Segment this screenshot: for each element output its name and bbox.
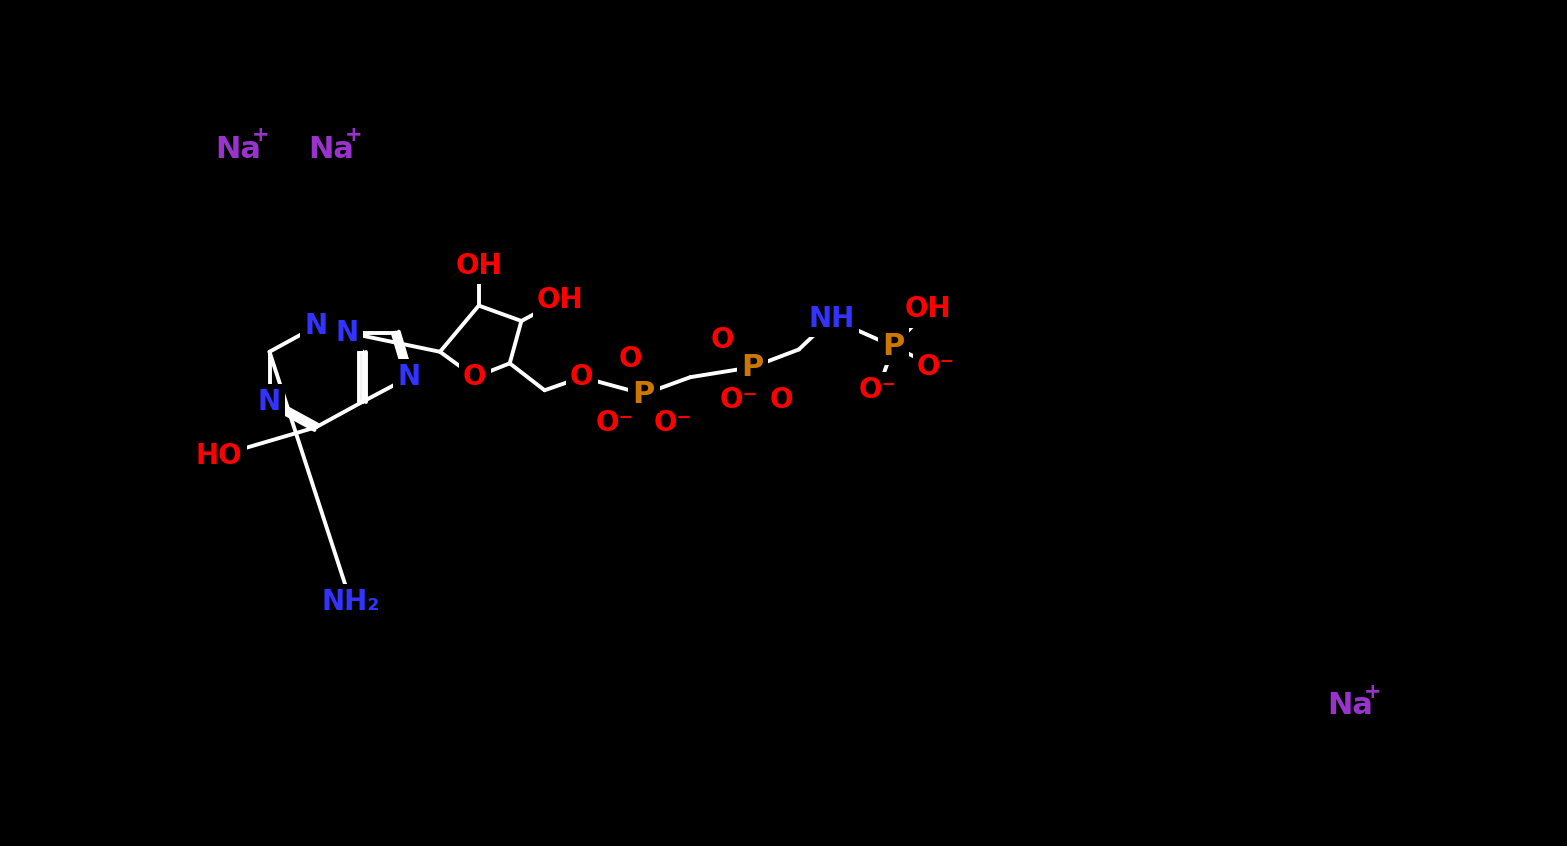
Text: O⁻: O⁻: [653, 409, 691, 437]
Text: O: O: [464, 363, 487, 391]
Text: O⁻: O⁻: [595, 409, 633, 437]
Text: O: O: [711, 327, 735, 354]
Text: OH: OH: [904, 295, 951, 323]
Text: O: O: [769, 387, 793, 415]
Text: NH: NH: [809, 305, 854, 332]
Text: N: N: [398, 363, 420, 391]
Text: +: +: [1363, 682, 1381, 702]
Text: Na: Na: [309, 135, 354, 164]
Text: Na: Na: [1327, 691, 1374, 721]
Text: N: N: [304, 312, 328, 340]
Text: O⁻: O⁻: [917, 353, 954, 382]
Text: HO: HO: [196, 442, 243, 470]
Text: +: +: [251, 125, 270, 146]
Text: OH: OH: [537, 286, 583, 314]
Text: O⁻: O⁻: [859, 376, 896, 404]
Text: O⁻: O⁻: [719, 387, 757, 415]
Text: P: P: [633, 380, 655, 409]
Text: +: +: [345, 125, 362, 146]
Text: O: O: [570, 363, 594, 391]
Text: O: O: [617, 345, 641, 373]
Text: OH: OH: [456, 251, 501, 279]
Text: N: N: [335, 319, 359, 347]
Text: N: N: [259, 387, 280, 416]
Text: P: P: [741, 353, 763, 382]
Text: Na: Na: [216, 135, 262, 164]
Text: P: P: [882, 332, 904, 361]
Text: NH₂: NH₂: [321, 588, 381, 616]
